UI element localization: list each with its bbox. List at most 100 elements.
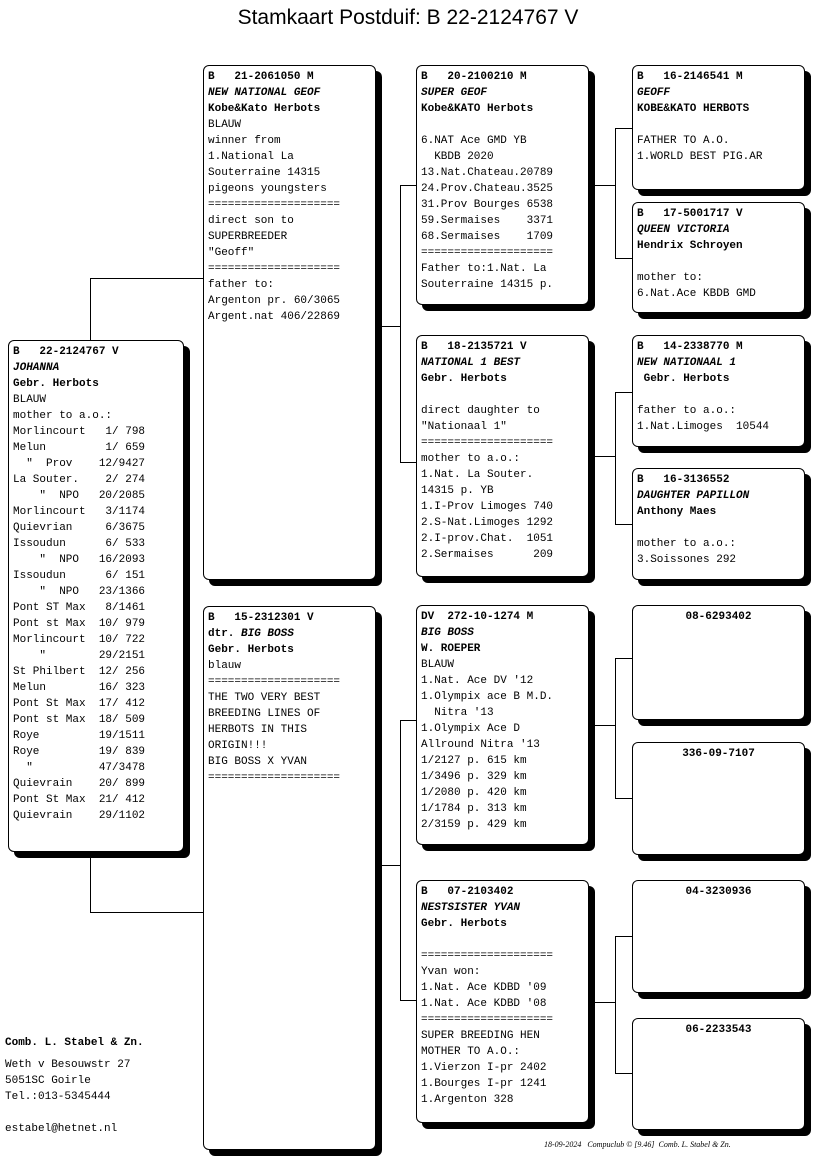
info-line: 1/2080 p. 420 km [421, 787, 527, 799]
connector-line [400, 720, 401, 1000]
breeder-name: W. ROEPER [421, 643, 481, 655]
info-line: Allround Nitra '13 [421, 739, 540, 751]
info-line: Roye 19/1511 [13, 730, 146, 742]
breeder-name: Kobe&KATO Herbots [421, 103, 534, 115]
info-line: "Geoff" [208, 247, 255, 259]
ring-number: B 22-2124767 V [13, 346, 119, 358]
pigeon-card-sire: B 21-2061050 M NEW NATIONAL GEOF Kobe&Kato… [203, 65, 376, 580]
breeder-name: Kobe&Kato Herbots [208, 103, 321, 115]
info-line: ==================== [208, 772, 341, 784]
connector-line [589, 1002, 615, 1003]
breeder-name: Gebr. Herbots [13, 378, 99, 390]
connector-line [376, 865, 400, 866]
info-line: Morlincourt 3/1174 [13, 506, 146, 518]
pigeon-card-ds-sire: 08-6293402 [632, 605, 805, 720]
connector-line [400, 1000, 416, 1001]
info-line: FATHER TO A.O. [637, 135, 730, 147]
connector-line [589, 185, 615, 186]
owner-phone: Tel.:013-5345444 [5, 1091, 111, 1103]
info-line: " NPO 23/1366 [13, 586, 146, 598]
pigeon-name: NESTSISTER YVAN [421, 900, 588, 916]
owner-info: Comb. L. Stabel & Zn. Weth v Besouwstr 2… [5, 1035, 144, 1137]
owner-city: 5051SC Goirle [5, 1075, 91, 1087]
info-line: 1.Nat. Ace KDBD '08 [421, 998, 547, 1010]
connector-line [376, 326, 400, 327]
pigeon-card-ss-dam: B 17-5001717 V QUEEN VICTORIA Hendrix Schr… [632, 202, 805, 313]
ring-number: B 07-2103402 [421, 886, 514, 898]
pigeon-card-sd-sire: B 14-2338770 M NEW NATIONAAL 1 Gebr. Herb… [632, 335, 805, 447]
info-line: Father to:1.Nat. La [421, 263, 547, 275]
owner-address: Weth v Besouwstr 27 [5, 1059, 131, 1071]
info-line: 1.WORLD BEST PIG.AR [637, 151, 763, 163]
footer: 18-09-2024 Compuclub © [9.46] Comb. L. S… [544, 1140, 731, 1149]
connector-line [589, 456, 615, 457]
connector-line [615, 128, 616, 258]
info-line [637, 520, 804, 536]
info-line: 6.Nat.Ace KBDB GMD [637, 288, 756, 300]
info-line: 1/1784 p. 313 km [421, 803, 527, 815]
info-line: Morlincourt 1/ 798 [13, 426, 146, 438]
pigeon-name: GEOFF [637, 85, 804, 101]
info-line: ==================== [208, 676, 341, 688]
info-line: ORIGIN!!! [208, 740, 268, 752]
connector-line [90, 278, 203, 279]
ring-number: 08-6293402 [685, 611, 752, 623]
info-line: KBDB 2020 [421, 151, 494, 163]
ring-number: B 20-2100210 M [421, 71, 527, 83]
ring-number: 06-2233543 [685, 1024, 752, 1036]
breeder-name: Gebr. Herbots [421, 918, 507, 930]
pigeon-card-dd-dam: 06-2233543 [632, 1018, 805, 1130]
pigeon-card-dam-dam: B 07-2103402 NESTSISTER YVAN Gebr. Herbots… [416, 880, 589, 1123]
connector-line [400, 185, 416, 186]
info-line: THE TWO VERY BEST [208, 692, 321, 704]
info-line: 68.Sermaises 1709 [421, 231, 554, 243]
pigeon-name: NEW NATIONAAL 1 [637, 355, 804, 371]
breeder-name: KOBE&KATO HERBOTS [637, 103, 750, 115]
ring-number: B 14-2338770 M [637, 341, 743, 353]
connector-line [400, 185, 401, 462]
pigeon-name: NATIONAL 1 BEST [421, 355, 588, 371]
info-line: ==================== [421, 1014, 554, 1026]
info-line: Pont st Max 18/ 509 [13, 714, 146, 726]
info-line: 1.Olympix ace B M.D. [421, 691, 554, 703]
breeder-name: Anthony Maes [637, 506, 717, 518]
info-line: " NPO 16/2093 [13, 554, 146, 566]
info-line: " 29/2151 [13, 650, 146, 662]
info-line: 1.Argenton 328 [421, 1094, 514, 1106]
name-text: GEOFF [637, 87, 671, 99]
info-line: 2.I-prov.Chat. 1051 [421, 533, 554, 545]
name-text: QUEEN VICTORIA [637, 224, 730, 236]
connector-line [615, 392, 616, 524]
info-line: Yvan won: [421, 966, 481, 978]
connector-line [615, 658, 632, 659]
info-line: Quievrian 6/3675 [13, 522, 146, 534]
info-line [421, 387, 588, 403]
ring-number: B 18-2135721 V [421, 341, 527, 353]
info-line: " Prov 12/9427 [13, 458, 146, 470]
pigeon-name: BIG BOSS [421, 625, 588, 641]
info-line [421, 117, 588, 133]
connector-line [589, 725, 615, 726]
info-line: Quievrain 20/ 899 [13, 778, 146, 790]
info-line: Quievrain 29/1102 [13, 810, 146, 822]
info-line: 1.Nat. Ace DV '12 [421, 675, 534, 687]
pigeon-card-ds-dam: 336-09-7107 [632, 742, 805, 855]
info-line: SUPERBREEDER [208, 231, 288, 243]
pigeon-card-sire-dam: B 18-2135721 V NATIONAL 1 BEST Gebr. Herbo… [416, 335, 589, 577]
info-line: St Philbert 12/ 256 [13, 666, 146, 678]
info-line: Souterraine 14315 [208, 167, 321, 179]
pigeon-name: QUEEN VICTORIA [637, 222, 804, 238]
info-line: 14315 p. YB [421, 485, 494, 497]
ring-number: B 17-5001717 V [637, 208, 743, 220]
pigeon-card-subject: B 22-2124767 V JOHANNA Gebr. Herbots BLAUW m… [8, 340, 184, 852]
info-line: 31.Prov Bourges 6538 [421, 199, 554, 211]
info-line: winner from [208, 135, 281, 147]
pigeon-card-dd-sire: 04-3230936 [632, 880, 805, 993]
info-line: father to: [208, 279, 275, 291]
info-line: 2/3159 p. 429 km [421, 819, 527, 831]
owner-name: Comb. L. Stabel & Zn. [5, 1037, 144, 1049]
info-line: 1.National La [208, 151, 294, 163]
info-line: " 47/3478 [13, 762, 146, 774]
ring-number: 336-09-7107 [682, 748, 755, 760]
info-line: 1.Nat.Limoges 10544 [637, 421, 770, 433]
